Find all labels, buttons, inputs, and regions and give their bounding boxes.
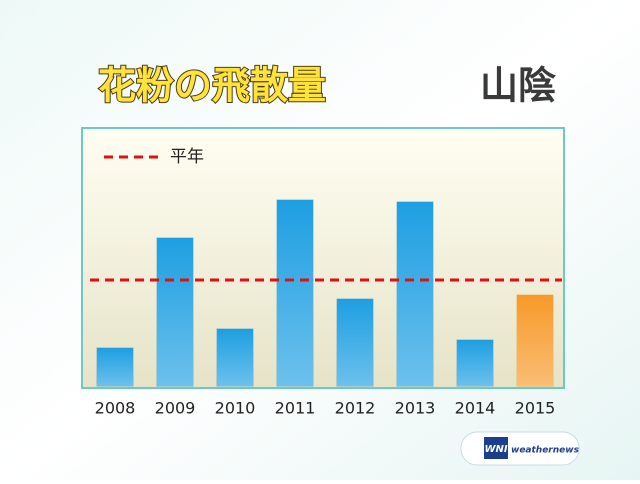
x-tick-label: 2011 xyxy=(275,399,316,418)
logo: WNI weathernews xyxy=(460,431,580,466)
x-tick-label: 2009 xyxy=(155,399,196,418)
bar-shine xyxy=(337,299,373,386)
x-tick-label: 2014 xyxy=(455,399,496,418)
x-tick-label: 2015 xyxy=(515,399,556,418)
region-label: 山陰 xyxy=(480,64,556,108)
bar-shine xyxy=(217,329,253,386)
chart-title: 花粉の飛散量 xyxy=(98,64,326,108)
x-tick-label: 2013 xyxy=(395,399,436,418)
x-tick-label: 2010 xyxy=(215,399,256,418)
logo-icon xyxy=(484,437,508,459)
logo-mark: WNI xyxy=(484,444,507,455)
bar-shine xyxy=(457,340,493,386)
bar-shine xyxy=(517,295,553,386)
bar-shine xyxy=(277,200,313,386)
bar-shine xyxy=(157,238,193,386)
bar-shine xyxy=(397,202,433,386)
legend-label: 平年 xyxy=(170,147,204,167)
bar-shine xyxy=(97,348,133,386)
logo-text: weathernews xyxy=(511,446,580,456)
x-tick-label: 2012 xyxy=(335,399,376,418)
x-tick-label: 2008 xyxy=(95,399,136,418)
